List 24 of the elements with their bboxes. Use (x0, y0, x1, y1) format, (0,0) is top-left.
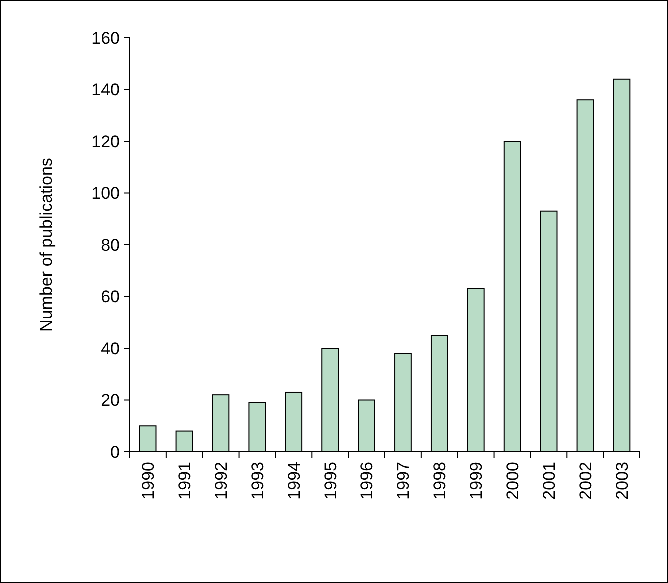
y-tick-label: 140 (92, 80, 120, 100)
x-tick-label: 2003 (612, 462, 632, 500)
y-axis-title: Number of publications (37, 158, 56, 332)
y-tick-label: 20 (101, 391, 120, 410)
x-tick-label: 1999 (467, 462, 486, 500)
y-tick-label: 60 (101, 288, 120, 307)
x-tick-label: 1998 (430, 462, 450, 500)
y-tick-label: 160 (92, 28, 120, 48)
x-tick-label: 1997 (394, 462, 414, 500)
y-tick-label: 80 (101, 236, 120, 255)
x-tick-label: 1991 (175, 462, 194, 500)
x-tick-label: 1994 (284, 462, 304, 500)
y-tick-label: 120 (92, 132, 120, 152)
x-tick-label: 2001 (540, 462, 559, 500)
x-tick-label: 1995 (321, 462, 340, 500)
y-tick-label: 100 (92, 184, 120, 204)
x-tick-label: 1996 (358, 462, 377, 500)
x-tick-label: 2000 (504, 462, 523, 500)
x-tick-label: 1992 (212, 462, 231, 500)
y-tick-label: 40 (101, 339, 120, 358)
y-tick-label: 0 (110, 442, 120, 462)
x-tick-label: 2002 (576, 462, 596, 500)
x-tick-label: 1990 (138, 462, 158, 500)
x-tick-label: 1993 (248, 462, 268, 500)
